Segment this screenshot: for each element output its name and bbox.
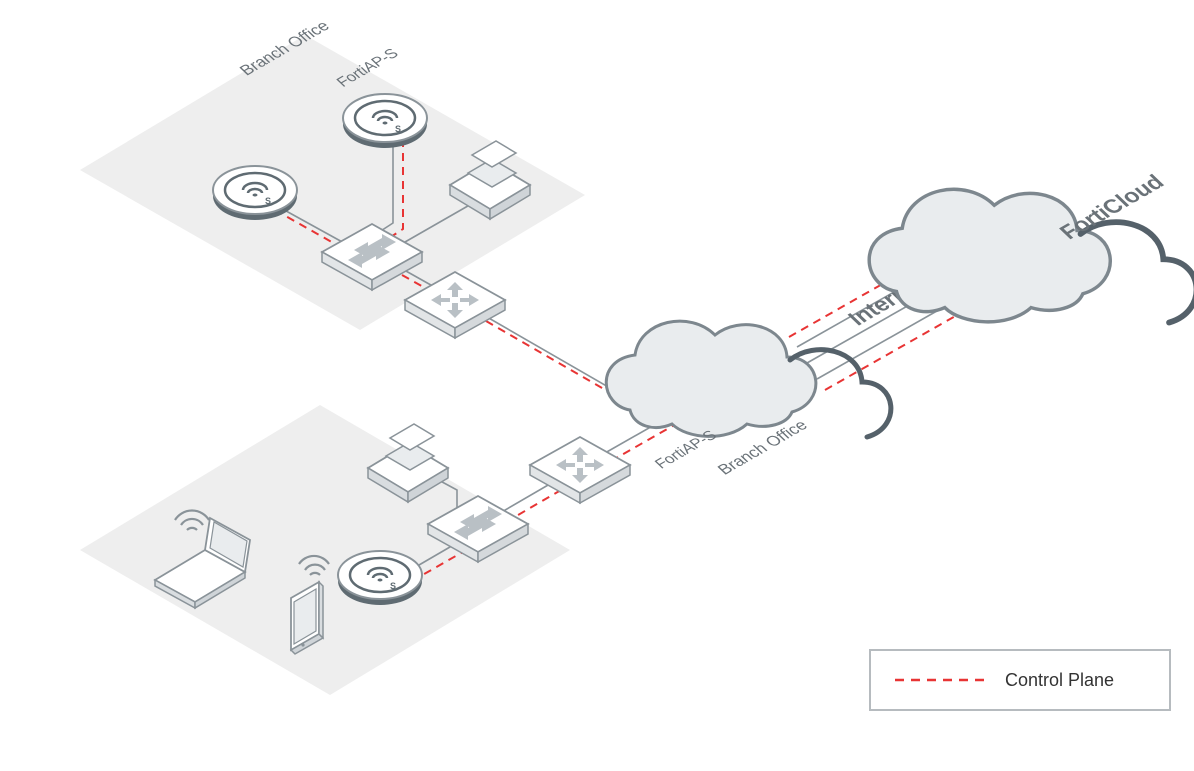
internet-cloud: Internet: [606, 272, 934, 437]
access-point-icon: S: [338, 551, 422, 605]
forticloud-cloud: FortiCloud: [869, 171, 1194, 322]
access-point-icon: S: [213, 166, 297, 220]
fortiap-bottom-label: FortiAP-S: [651, 428, 722, 471]
legend-box: Control Plane: [870, 650, 1170, 710]
access-point-icon: S: [343, 94, 427, 148]
legend-label: Control Plane: [1005, 670, 1114, 690]
forticloud-label: FortiCloud: [1052, 171, 1172, 242]
svg-text:S: S: [265, 196, 271, 206]
network-diagram: Internet FortiCloud S S: [0, 0, 1194, 771]
svg-text:S: S: [395, 124, 401, 134]
svg-text:S: S: [390, 581, 396, 591]
